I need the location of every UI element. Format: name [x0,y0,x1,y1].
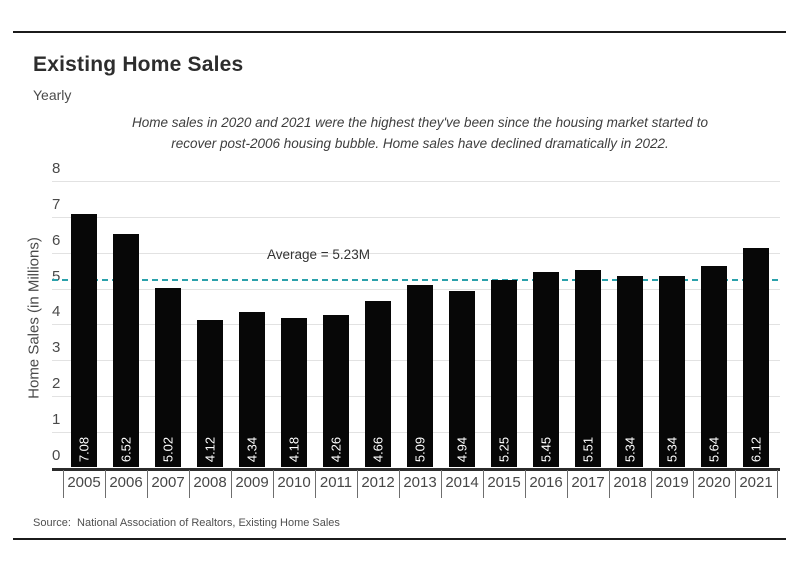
year-separator [189,470,190,498]
bar-value-label: 5.45 [538,437,554,463]
year-separator [147,470,148,498]
bar-value-label: 4.18 [286,437,302,463]
bar-2019: 5.34 [659,276,685,468]
bar-2011: 4.26 [323,314,349,468]
chart-annotation: Home sales in 2020 and 2021 were the hig… [63,112,777,154]
year-separator [735,470,736,498]
top-divider [13,31,786,33]
x-tick-label: 2012 [361,474,395,491]
y-tick-label: 5 [52,267,61,285]
bar-value-label: 4.94 [454,437,470,463]
bar-value-label: 5.25 [496,437,512,463]
bar-value-label: 6.52 [118,437,134,463]
bar-2021: 6.12 [743,248,769,468]
bar-value-label: 6.12 [748,437,764,463]
y-tick-label: 3 [52,339,61,357]
bar-2016: 5.45 [533,272,559,468]
year-separator [567,470,568,498]
year-separator [441,470,442,498]
bar-value-label: 5.02 [160,437,176,463]
x-tick-label: 2016 [529,474,563,491]
bar-2018: 5.34 [617,276,643,468]
x-tick-label: 2008 [193,474,227,491]
year-separator [777,470,778,498]
year-separator [105,470,106,498]
x-tick-label: 2017 [571,474,605,491]
year-separator [357,470,358,498]
year-separator [609,470,610,498]
y-tick-label: 2 [52,374,61,392]
year-separator [693,470,694,498]
year-separator [273,470,274,498]
source-note: Source: National Association of Realtors… [33,517,340,529]
annotation-line-1: Home sales in 2020 and 2021 were the hig… [132,115,708,130]
bar-2006: 6.52 [113,234,139,468]
year-separator [63,470,64,498]
bar-value-label: 5.34 [664,437,680,463]
x-tick-label: 2005 [67,474,101,491]
bar-value-label: 4.34 [244,437,260,463]
x-axis-line [52,467,780,471]
bar-2005: 7.08 [71,214,97,468]
x-tick-label: 2020 [697,474,731,491]
x-tick-label: 2018 [613,474,647,491]
bar-value-label: 4.66 [370,437,386,463]
year-separator [315,470,316,498]
year-separator [651,470,652,498]
chart-subtitle: Yearly [33,87,72,103]
bar-value-label: 4.12 [202,437,218,463]
x-tick-label: 2019 [655,474,689,491]
bar-2015: 5.25 [491,279,517,468]
y-gridline [52,252,780,254]
x-tick-label: 2013 [403,474,437,491]
annotation-line-2: recover post-2006 housing bubble. Home s… [171,136,669,151]
bar-2020: 5.64 [701,265,727,468]
x-tick-label: 2009 [235,474,269,491]
x-tick-label: 2015 [487,474,521,491]
average-line [52,279,780,282]
bar-2017: 5.51 [575,270,601,468]
bar-2012: 4.66 [365,300,391,468]
bar-2013: 5.09 [407,285,433,468]
bar-2014: 4.94 [449,290,475,468]
y-tick-label: 1 [52,410,61,428]
x-tick-label: 2011 [319,474,353,491]
bar-value-label: 5.34 [622,437,638,463]
chart-title: Existing Home Sales [33,53,244,76]
year-separator [525,470,526,498]
bar-2007: 5.02 [155,287,181,468]
bar-2009: 4.34 [239,312,265,468]
y-tick-label: 8 [52,160,61,178]
bar-value-label: 7.08 [76,437,92,463]
y-gridline [52,216,780,218]
bar-2010: 4.18 [281,317,307,468]
y-tick-label: 6 [52,231,61,249]
x-tick-label: 2007 [151,474,185,491]
x-tick-label: 2014 [445,474,479,491]
bar-value-label: 5.09 [412,437,428,463]
x-tick-label: 2021 [739,474,773,491]
x-tick-label: 2010 [277,474,311,491]
bottom-divider [13,538,786,540]
year-separator [483,470,484,498]
y-tick-label: 0 [52,446,61,464]
y-tick-label: 7 [52,195,61,213]
average-line-label: Average = 5.23M [267,247,370,262]
bar-value-label: 4.26 [328,437,344,463]
year-separator [231,470,232,498]
bar-value-label: 5.64 [706,437,722,463]
y-tick-label: 4 [52,303,61,321]
y-gridline [52,181,780,183]
x-tick-label: 2006 [109,474,143,491]
year-separator [399,470,400,498]
bar-value-label: 5.51 [580,437,596,463]
bar-2008: 4.12 [197,320,223,468]
